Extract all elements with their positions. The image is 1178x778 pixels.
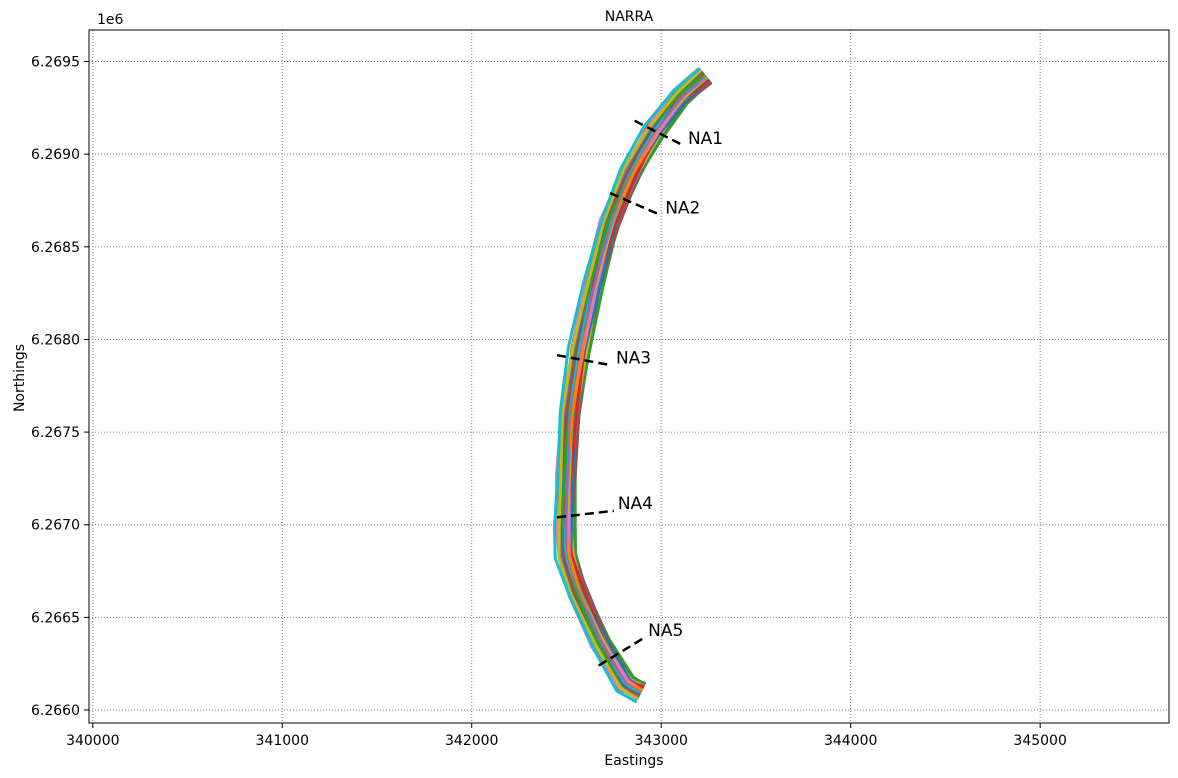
x-tick-label: 341000 xyxy=(256,733,309,749)
transect-label: NA3 xyxy=(616,348,651,368)
x-axis-label: Eastings xyxy=(604,753,663,769)
transect-label: NA2 xyxy=(665,198,700,218)
x-tick-label: 343000 xyxy=(634,733,687,749)
x-tick-label: 344000 xyxy=(824,733,877,749)
shoreline-series xyxy=(552,67,713,703)
shoreline-line xyxy=(557,69,702,701)
y-axis-label: Northings xyxy=(12,344,28,412)
shoreline-line xyxy=(552,67,701,703)
y-tick-label: 6.2665 xyxy=(31,610,80,626)
x-tick-label: 342000 xyxy=(445,733,498,749)
transect-line xyxy=(609,191,662,217)
transect-line xyxy=(598,636,645,667)
grid xyxy=(89,30,1169,723)
transect-line xyxy=(556,353,613,367)
transect-line xyxy=(556,509,614,519)
chart-title: NARRA xyxy=(605,9,654,25)
transect-label: NA4 xyxy=(618,494,653,514)
transect-line xyxy=(634,119,685,147)
transect-label: NA5 xyxy=(648,621,683,641)
y-offset-label: 1e6 xyxy=(97,12,124,28)
y-tick-label: 6.2680 xyxy=(31,332,80,348)
y-tick-label: 6.2695 xyxy=(31,55,80,71)
y-tick-label: 6.2660 xyxy=(31,703,80,719)
transect-label: NA1 xyxy=(688,129,723,149)
plot-frame xyxy=(88,29,1170,724)
y-tick-label: 6.2670 xyxy=(31,518,80,534)
ticks: 340000 341000 342000 343000 344000 345000 6.26… xyxy=(31,55,1067,750)
y-tick-label: 6.2675 xyxy=(31,425,80,441)
y-tick-label: 6.2690 xyxy=(31,147,80,163)
x-tick-label: 345000 xyxy=(1013,733,1066,749)
transects: NA1 NA2 NA3 NA4 NA5 xyxy=(556,119,723,667)
y-tick-label: 6.2685 xyxy=(31,240,80,256)
x-tick-label: 340000 xyxy=(66,733,119,749)
